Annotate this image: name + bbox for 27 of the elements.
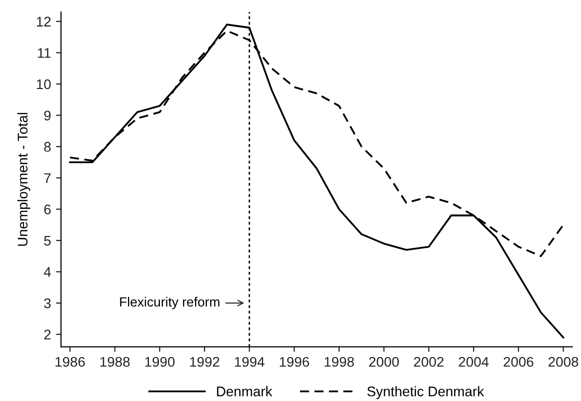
x-tick-label: 2006 xyxy=(504,356,534,367)
y-tick-label: 5 xyxy=(44,236,51,246)
x-tick-label: 1990 xyxy=(145,356,175,367)
y-axis-title: Unemployment - Total xyxy=(17,112,30,246)
x-tick-label: 1992 xyxy=(190,356,220,367)
x-tick-label: 1986 xyxy=(56,356,85,367)
annotation: Flexicurity reform xyxy=(120,296,220,310)
x-tick-label: 2004 xyxy=(458,356,489,367)
x-tick-label: 1988 xyxy=(100,356,130,367)
y-tick-label: 10 xyxy=(36,79,51,90)
legend-label: Denmark xyxy=(217,386,272,396)
x-tick-label: 2000 xyxy=(369,356,399,367)
y-tick-label: 11 xyxy=(38,48,51,58)
y-tick-label: 12 xyxy=(36,16,51,26)
y-tick-label: 7 xyxy=(44,173,51,183)
x-tick-label: 2002 xyxy=(414,356,444,367)
y-tick-label: 9 xyxy=(44,110,51,120)
y-tick-label: 3 xyxy=(44,298,51,308)
legend-label: Synthetic Denmark xyxy=(367,386,484,400)
y-tick-label: 2 xyxy=(44,330,51,340)
y-tick-label: 8 xyxy=(44,142,51,152)
y-tick-label: 4 xyxy=(44,267,51,277)
x-tick-label: 1996 xyxy=(280,356,310,367)
x-tick-label: 1994 xyxy=(234,356,264,367)
x-tick-label: 1998 xyxy=(324,356,354,367)
y-tick-label: 6 xyxy=(44,204,51,214)
x-tick-label: 2008 xyxy=(548,356,578,367)
